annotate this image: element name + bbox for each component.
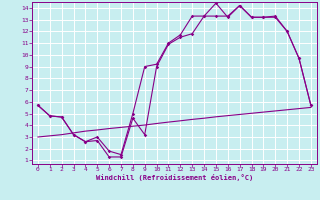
X-axis label: Windchill (Refroidissement éolien,°C): Windchill (Refroidissement éolien,°C) [96, 174, 253, 181]
